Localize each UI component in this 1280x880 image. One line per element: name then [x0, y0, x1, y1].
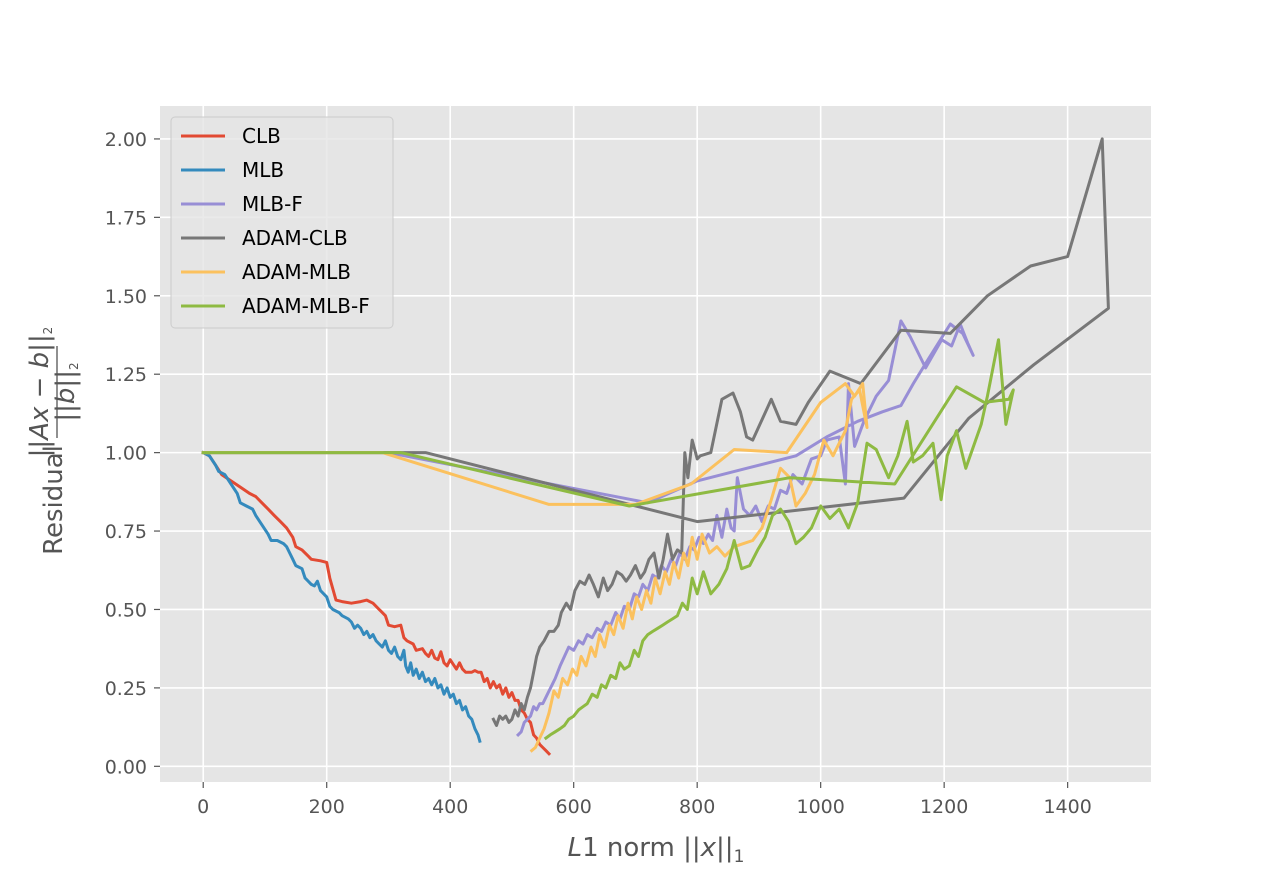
y-axis-label: Residual ||Ax − b||2 ||b||2: [25, 327, 81, 555]
x-axis-label-sub: 1: [734, 847, 745, 867]
legend-label-clb: CLB: [242, 124, 281, 148]
legend: CLB MLB MLB-F ADAM-CLB ADAM-MLB ADAM-MLB-F: [170, 116, 394, 329]
y-tick-label: 0.75: [105, 521, 147, 543]
x-axis-label-text: 1 norm ||: [582, 833, 701, 863]
y-axis-label-denominator-text: ||b||: [51, 370, 81, 422]
x-axis-label-italic: L: [568, 833, 583, 863]
x-tick-label: 800: [679, 796, 715, 818]
y-tick-label: 2.00: [105, 129, 147, 151]
y-tick-label: 1.25: [105, 364, 147, 386]
x-tick-label: 1400: [1043, 796, 1091, 818]
y-axis-label-word: Residual: [39, 445, 69, 555]
series-line-clb: [201, 450, 552, 756]
y-tick-label: 0.25: [105, 678, 147, 700]
series-line-adam-mlb-f: [201, 338, 1015, 741]
x-axis-label: L1 norm ||x||1: [568, 833, 745, 867]
x-tick-label: 0: [197, 796, 209, 818]
legend-label-mlb-f: MLB-F: [242, 192, 303, 216]
y-axis-label-numerator-text: ||Ax − b||: [25, 334, 55, 457]
series-group: [201, 137, 1110, 756]
series-line-mlb: [201, 450, 482, 744]
legend-label-mlb: MLB: [242, 158, 284, 182]
legend-label-adam-mlb-f: ADAM-MLB-F: [242, 294, 370, 318]
y-tick-label: 1.00: [105, 443, 147, 465]
x-tick-label: 200: [309, 796, 345, 818]
x-axis-label-suffix: ||: [716, 833, 734, 863]
x-tick-label: 600: [556, 796, 592, 818]
x-tick-label: 1200: [920, 796, 968, 818]
x-tick-label: 1000: [796, 796, 844, 818]
legend-label-adam-mlb: ADAM-MLB: [242, 260, 351, 284]
series-line-adam-clb: [201, 137, 1110, 727]
y-tick-label: 1.50: [105, 286, 147, 308]
series-line-adam-mlb: [201, 382, 869, 753]
y-tick-label: 1.75: [105, 207, 147, 229]
legend-label-adam-clb: ADAM-CLB: [242, 226, 348, 250]
series-line-mlb-f: [201, 319, 975, 738]
x-axis-label-var: x: [700, 833, 717, 863]
y-tick-labels: 0.00 0.25 0.50 0.75 1.00 1.25 1.50 1.75 2.00: [105, 129, 160, 778]
y-tick-label: 0.00: [105, 756, 147, 778]
y-axis-label-numerator: ||Ax − b||2: [25, 327, 55, 458]
x-tick-labels: 0 200 400 600 800 1000 1200 1400: [197, 782, 1092, 818]
x-tick-label: 400: [432, 796, 468, 818]
y-axis-label-denominator: ||b||2: [51, 362, 81, 421]
y-axis-label-numerator-sub: 2: [41, 327, 55, 335]
y-tick-label: 0.50: [105, 599, 147, 621]
legend-box: [170, 116, 394, 329]
y-axis-label-denominator-sub: 2: [67, 362, 81, 370]
grid: [160, 106, 1151, 782]
